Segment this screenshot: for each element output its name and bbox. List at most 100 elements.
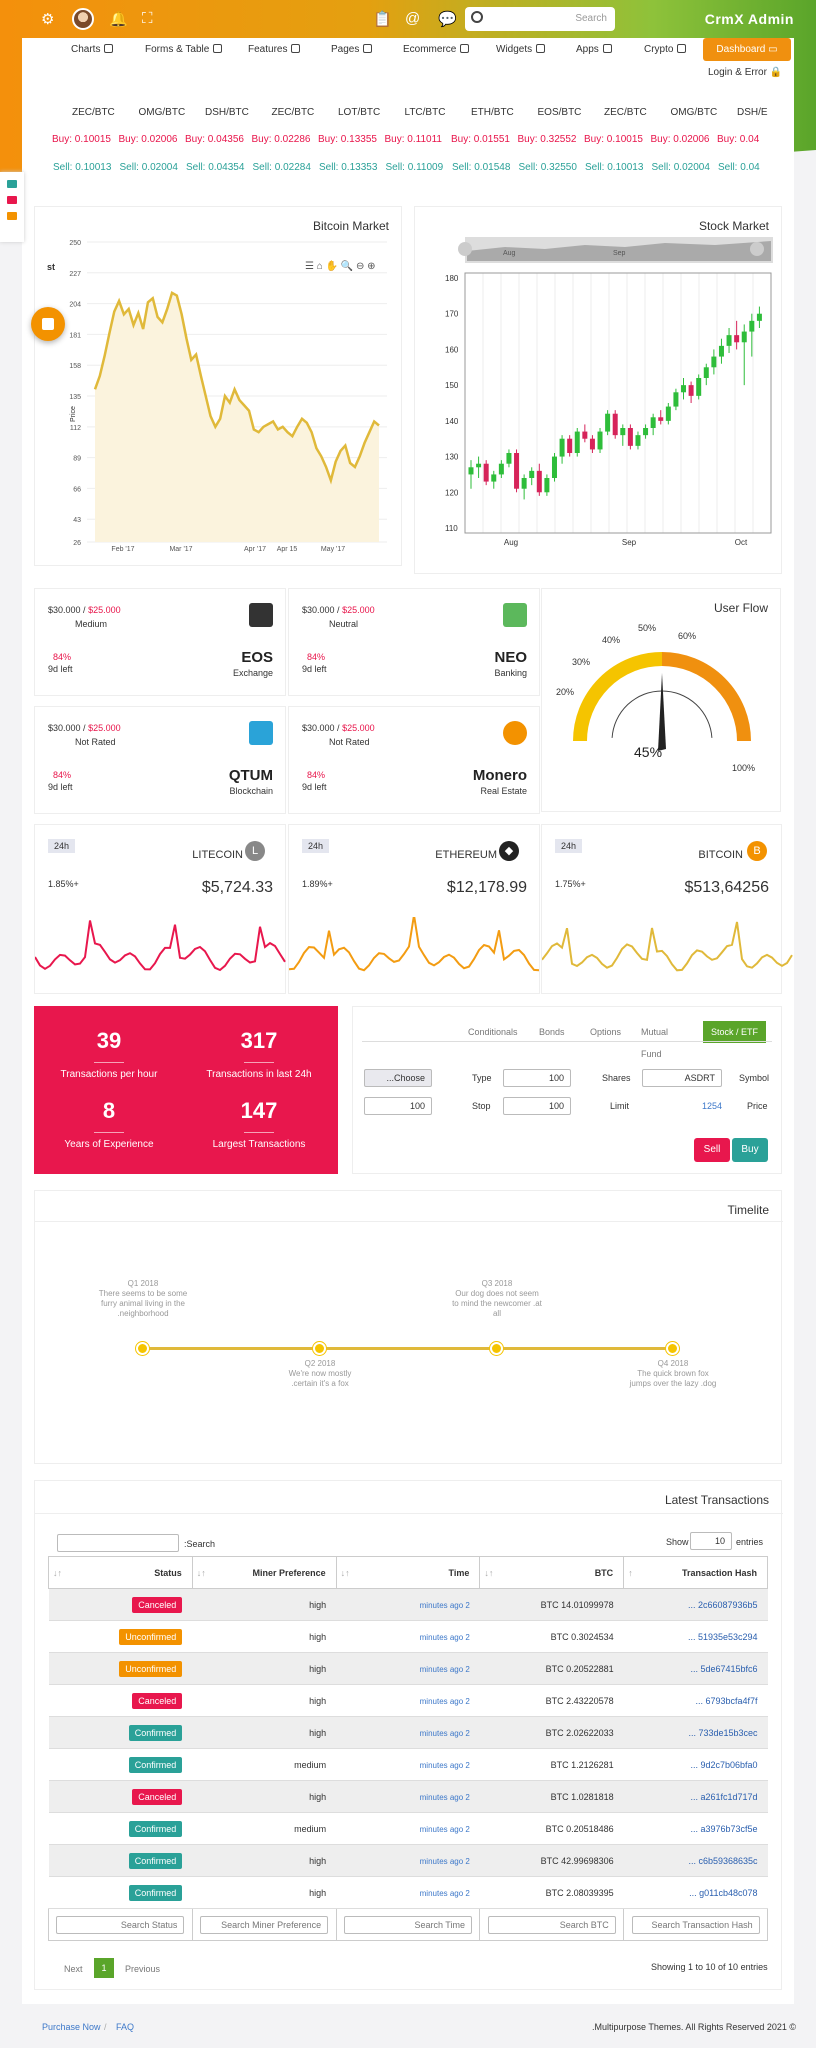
menu-charts[interactable]: Charts [71,44,114,55]
coin-category: Blockchain [229,786,273,796]
login-error-menu[interactable]: Login & Error 🔒 [708,67,783,78]
x-tick-label: May '17 [321,546,345,553]
hash-link[interactable]: ... 5de67415bfc6 [690,1663,758,1674]
clipboard-icon[interactable]: 📋 [373,11,392,28]
page-size-select[interactable]: 10 [690,1532,732,1550]
search-box[interactable]: Search [465,7,615,31]
ticker-pair[interactable]: ETH/BTC [471,107,514,118]
tab-icon-2[interactable] [7,196,17,204]
column-search-input[interactable]: Search Status [56,1915,185,1934]
choose-select[interactable]: ...Choose [364,1069,432,1087]
search-placeholder: Search [575,13,607,24]
ticker-buy: Buy: 0.10015 [584,134,643,145]
preference-cell: high [192,1716,337,1749]
next-button[interactable]: Next [64,1964,83,1974]
preference-cell: high [192,1620,337,1653]
tab-bonds[interactable]: Bonds [539,1027,565,1037]
coin-price-old: $30.000 [302,723,335,733]
menu-features[interactable]: Features [248,44,301,55]
table-search-input[interactable] [57,1534,179,1552]
menu-apps[interactable]: Apps [576,44,612,55]
table-header[interactable]: ↓↑ BTC [479,1556,625,1589]
chart-toolbar[interactable]: ☰ ⌂ ✋ 🔍 ⊖ ⊕ [305,261,376,272]
spark-line [35,920,286,972]
tab-conditionals[interactable]: Conditionals [468,1027,518,1037]
spark-coin-name: LITECOIN [192,849,243,861]
preference-cell: high [192,1684,337,1717]
table-header[interactable]: ↓↑ Time [335,1556,481,1589]
table-header[interactable]: ↑ Transaction Hash [623,1556,768,1589]
menu-widgets[interactable]: Widgets [496,44,546,55]
fullscreen-icon[interactable]: ⛶ [142,10,153,27]
x-tick-label: Feb '17 [111,546,134,553]
time-value: minutes ago 2 [419,1664,470,1674]
menu-forms[interactable]: Forms & Table [145,44,223,55]
tab-options[interactable]: Options [590,1027,622,1037]
ticker-pair[interactable]: OMG/BTC [138,107,186,118]
floating-action-button[interactable] [31,307,65,341]
hash-link[interactable]: ... c6b59368635c [688,1855,758,1866]
stop-stepper[interactable]: 100 [503,1097,571,1115]
hash-link[interactable]: ... a3976b73cf5e [690,1823,758,1834]
column-search-input[interactable]: Search Time [343,1915,472,1934]
previous-button[interactable]: Previous [125,1964,161,1974]
timeline-quarter: Q1 2018 [127,1279,159,1288]
quantity-stepper[interactable]: 100 [364,1097,432,1115]
column-search-input[interactable]: Search Miner Preference [200,1915,329,1934]
column-search-input[interactable]: Search Transaction Hash [631,1915,760,1934]
at-icon[interactable]: @ [405,10,421,27]
ticker-pair[interactable]: ZEC/BTC [72,107,115,118]
hash-link[interactable]: ... a261fc1d717d [690,1791,758,1802]
side-tabs[interactable] [0,172,24,242]
header-label: Miner Preference [252,1567,326,1578]
type-stepper[interactable]: 100 [503,1069,571,1087]
status-cell: Canceled [48,1684,193,1717]
status-cell: Confirmed [48,1844,193,1877]
menu-crypto[interactable]: Crypto [644,44,687,55]
coin-logo-icon [503,721,527,745]
hash-link[interactable]: ... 2c66087936b5 [687,1599,758,1610]
ticker-pair[interactable]: DSH/BTC [205,107,249,118]
hash-link[interactable]: ... 733de15b3cec [688,1727,758,1738]
bell-icon[interactable]: 🔔 [109,11,128,28]
timeline-text: There seems to be some furry animal livi… [98,1289,188,1318]
hash-link[interactable]: ... 6793bcfa4f7f [695,1695,758,1706]
buy-button[interactable]: Buy [732,1138,768,1162]
gear-icon[interactable]: ⚙ [41,11,55,28]
coin-days-left: 9d left [48,664,73,674]
ticker-pair[interactable]: DSH/E [737,107,768,118]
hash-link[interactable]: ... g011cb48c078 [689,1887,758,1898]
column-search-input[interactable]: Search BTC [487,1915,616,1934]
tab-icon-3[interactable] [7,212,17,220]
page-1-button[interactable]: 1 [94,1958,114,1978]
dashboard-button[interactable]: Dashboard ▭ [703,38,791,61]
ticker-pair[interactable]: OMG/BTC [670,107,718,118]
candle-body [650,417,656,428]
header-label: Transaction Hash [681,1567,757,1578]
hash-link[interactable]: ... 9d2c7b06bfa0 [690,1759,758,1770]
table-header[interactable]: ↓↑ Miner Preference [191,1556,337,1589]
ticker-pair[interactable]: LTC/BTC [404,107,446,118]
purchase-link[interactable]: Purchase Now [42,2022,101,2032]
candle-body [749,320,755,332]
coin-price-old: $30.000 [48,605,81,615]
faq-link[interactable]: FAQ [116,2022,135,2032]
ticker-pair[interactable]: ZEC/BTC [271,107,315,118]
table-header[interactable]: ↓↑ Status [48,1556,193,1589]
candle-body [476,463,482,468]
menu-pages[interactable]: Pages [331,44,373,55]
tab-stock-etf[interactable]: Stock / ETF [703,1021,766,1043]
chat-icon[interactable]: 💬 [438,11,457,28]
shares-input[interactable]: ASDRT [642,1069,722,1087]
ticker-pair[interactable]: EOS/BTC [537,107,582,118]
menu-ecommerce[interactable]: Ecommerce [403,44,470,55]
timeline-dot [490,1342,503,1355]
candle-body [703,367,709,378]
ticker-pair[interactable]: ZEC/BTC [604,107,647,118]
hash-link[interactable]: ... 51935e53c294 [687,1631,758,1642]
sell-button[interactable]: Sell [694,1138,730,1162]
ticker-pair[interactable]: LOT/BTC [338,107,381,118]
avatar[interactable] [72,8,94,30]
tab-icon-1[interactable] [7,180,17,188]
tab-mutual-fund[interactable]: Mutual Fund [641,1027,669,1059]
